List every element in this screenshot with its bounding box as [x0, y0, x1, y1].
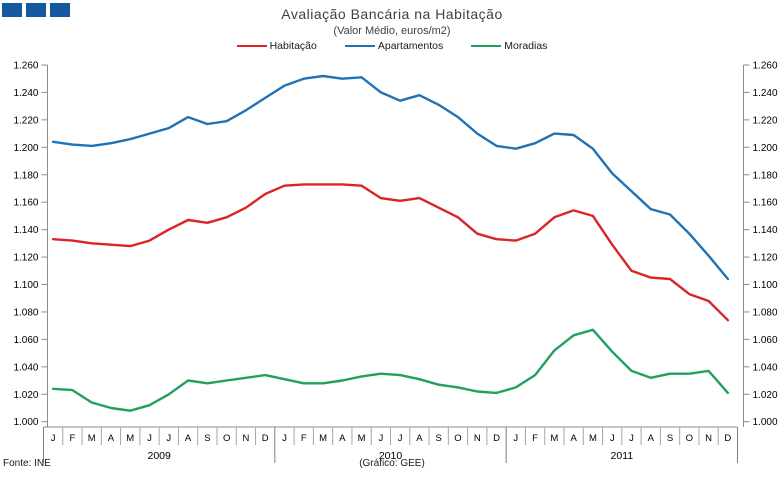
year-label: 2011 — [611, 450, 634, 462]
chart-subtitle: (Valor Médio, euros/m2) — [333, 25, 451, 37]
y-tick-label-left: 1.100 — [13, 280, 38, 291]
y-tick-label-left: 1.180 — [13, 170, 38, 181]
legend-line-swatch — [236, 44, 267, 48]
month-label: D — [724, 433, 731, 444]
logo-square — [2, 3, 22, 17]
y-tick-label-right: 1.020 — [753, 390, 778, 401]
month-label: M — [550, 433, 558, 444]
month-label: J — [282, 433, 287, 444]
y-tick-label-right: 1.060 — [753, 335, 778, 346]
y-tick-label-left: 1.220 — [13, 115, 38, 126]
y-tick-label-right: 1.040 — [753, 362, 778, 373]
chart-legend: Habitação Apartamentos Moradias — [0, 40, 784, 52]
logo-square — [26, 3, 46, 17]
y-tick-label-left: 1.200 — [13, 143, 38, 154]
month-label: A — [185, 433, 192, 444]
y-tick-label-right: 1.160 — [753, 198, 778, 209]
y-tick-label-right: 1.260 — [753, 61, 778, 72]
legend-label: Moradias — [504, 40, 548, 52]
month-label: A — [416, 433, 423, 444]
source-note: Fonte: INE — [3, 458, 51, 469]
y-tick-label-left: 1.160 — [13, 198, 38, 209]
month-label: S — [667, 433, 673, 444]
month-label: N — [474, 433, 481, 444]
month-label: D — [493, 433, 500, 444]
y-tick-label-left: 1.260 — [13, 61, 38, 72]
month-label: A — [339, 433, 346, 444]
month-label: S — [204, 433, 210, 444]
y-tick-label-left: 1.020 — [13, 390, 38, 401]
series-line-moradias — [51, 328, 730, 412]
month-label: N — [242, 433, 249, 444]
month-label: D — [262, 433, 269, 444]
series-line-habitacao — [51, 183, 730, 322]
month-label: M — [88, 433, 96, 444]
month-label: O — [223, 433, 230, 444]
month-label: N — [705, 433, 712, 444]
month-label: J — [629, 433, 634, 444]
y-tick-label-left: 1.120 — [13, 253, 38, 264]
legend-item-apartamentos: Apartamentos — [344, 40, 444, 52]
month-label: F — [301, 433, 307, 444]
month-label: J — [51, 433, 56, 444]
month-label: M — [589, 433, 597, 444]
month-label: O — [686, 433, 693, 444]
legend-item-habitacao: Habitação — [236, 40, 317, 52]
month-label: S — [436, 433, 442, 444]
month-label: F — [532, 433, 538, 444]
month-label: O — [454, 433, 461, 444]
month-label: J — [378, 433, 383, 444]
month-label: M — [358, 433, 366, 444]
y-tick-label-left: 1.140 — [13, 225, 38, 236]
year-label: 2010 — [379, 450, 403, 462]
month-label: M — [319, 433, 327, 444]
y-tick-label-left: 1.240 — [13, 88, 38, 99]
legend-line-swatch — [344, 44, 375, 48]
legend-line-swatch — [471, 44, 502, 48]
y-tick-label-right: 1.220 — [753, 115, 778, 126]
month-label: F — [70, 433, 76, 444]
y-tick-label-left: 1.060 — [13, 335, 38, 346]
y-tick-label-right: 1.100 — [753, 280, 778, 291]
legend-item-moradias: Moradias — [471, 40, 547, 52]
ine-logo — [2, 3, 70, 17]
y-tick-label-right: 1.080 — [753, 307, 778, 318]
credit-note: (Gráfico: GEE) — [359, 458, 425, 469]
legend-label: Habitação — [269, 40, 317, 52]
chart-title: Avaliação Bancária na Habitação — [281, 6, 503, 22]
y-tick-label-right: 1.120 — [753, 253, 778, 264]
y-tick-label-right: 1.000 — [753, 417, 778, 428]
y-tick-label-right: 1.240 — [753, 88, 778, 99]
month-label: J — [513, 433, 518, 444]
month-label: A — [108, 433, 115, 444]
y-tick-label-right: 1.140 — [753, 225, 778, 236]
series-line-apartamentos — [51, 74, 730, 281]
month-label: A — [648, 433, 655, 444]
y-tick-label-right: 1.180 — [753, 170, 778, 181]
y-tick-label-right: 1.200 — [753, 143, 778, 154]
month-label: M — [126, 433, 134, 444]
logo-square — [50, 3, 70, 17]
year-label: 2009 — [147, 450, 171, 462]
y-tick-label-left: 1.000 — [13, 417, 38, 428]
month-label: J — [398, 433, 403, 444]
legend-label: Apartamentos — [377, 40, 444, 52]
y-tick-label-left: 1.080 — [13, 307, 38, 318]
month-label: J — [166, 433, 171, 444]
y-tick-label-left: 1.040 — [13, 362, 38, 373]
month-label: J — [147, 433, 152, 444]
month-label: J — [610, 433, 615, 444]
month-label: A — [570, 433, 577, 444]
